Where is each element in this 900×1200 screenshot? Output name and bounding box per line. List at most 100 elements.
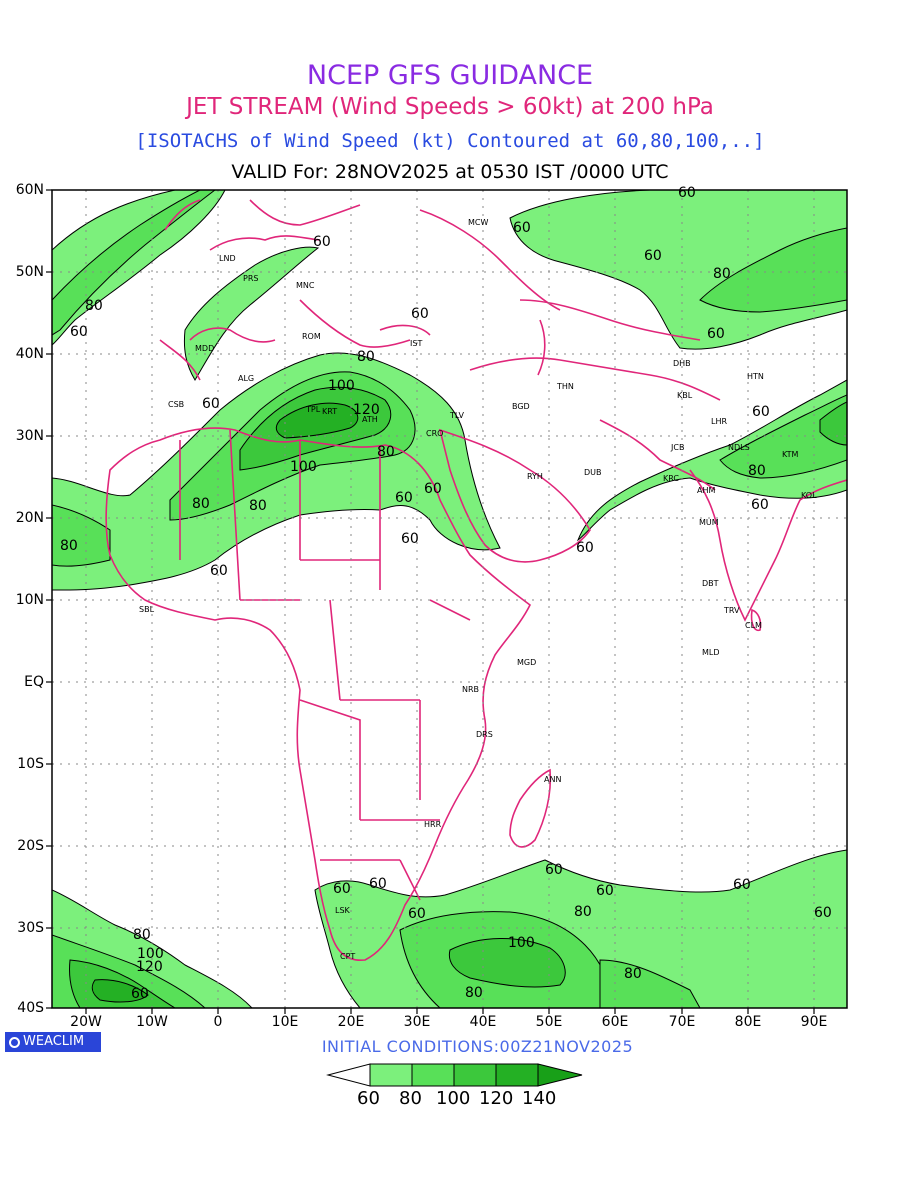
legend-label: 120 (479, 1088, 514, 1109)
station-label: CLM (745, 621, 762, 630)
contour-label: 60 (644, 248, 662, 264)
station-label: THN (556, 382, 574, 391)
station-label: TRV (723, 606, 740, 615)
station-label: RYH (527, 472, 543, 481)
lon-label: 10W (136, 1014, 168, 1030)
initial-conditions: INITIAL CONDITIONS:00Z21NOV2025 (321, 1037, 634, 1056)
station-label: BGD (512, 402, 530, 411)
contour-labels: 60 60 60 80 60 80 60 60 80 100 120 80 60… (60, 185, 832, 1002)
station-label: KBL (677, 391, 693, 400)
contour-label: 120 (136, 959, 163, 975)
station-label: MCW (468, 218, 488, 227)
station-labels: MCW LND PRS MNC ROM MDD IST ALG CSB TPL … (139, 218, 817, 961)
contour-label: 80 (85, 298, 103, 314)
lat-label: 30N (15, 428, 44, 444)
contour-label: 60 (333, 881, 351, 897)
logo-text: WEACLIM (23, 1034, 85, 1049)
station-label: KRT (322, 407, 337, 416)
station-label: LND (219, 254, 236, 263)
isotach-shading (52, 190, 847, 1008)
station-label: ATH (362, 415, 378, 424)
contour-label: 60 (513, 220, 531, 236)
axis-ticks (46, 189, 815, 1014)
legend-label: 60 (357, 1088, 380, 1109)
contour-label: 60 (424, 481, 442, 497)
legend-label: 140 (522, 1088, 557, 1109)
station-label: KTM (782, 450, 799, 459)
contour-label: 60 (751, 497, 769, 513)
lat-label: 10S (17, 756, 44, 772)
lon-label: 90E (800, 1014, 828, 1030)
contour-label: 80 (357, 349, 375, 365)
lon-label: 70E (668, 1014, 696, 1030)
station-label: MLD (702, 648, 720, 657)
contour-label: 120 (353, 402, 380, 418)
logo-circle-icon (9, 1037, 20, 1048)
lon-label: 0 (213, 1014, 223, 1030)
contour-label: 60 (210, 563, 228, 579)
contour-label: 80 (377, 444, 395, 460)
contour-label: 80 (465, 985, 483, 1001)
title-valid-time: VALID For: 28NOV2025 at 0530 IST /0000 U… (231, 161, 669, 183)
station-label: ROM (302, 332, 321, 341)
station-label: DHB (673, 359, 691, 368)
contour-label: 100 (328, 378, 355, 394)
station-label: TLV (449, 411, 464, 420)
contour-label: 80 (249, 498, 267, 514)
isotach-120-fill (91, 402, 359, 1003)
contour-label: 60 (313, 234, 331, 250)
station-label: KOL (801, 491, 817, 500)
station-label: ALG (238, 374, 254, 383)
contour-label: 60 (395, 490, 413, 506)
contour-label: 100 (137, 946, 164, 962)
lon-label: 20E (337, 1014, 365, 1030)
contour-label: 60 (202, 396, 220, 412)
station-label: DRS (476, 730, 493, 739)
station-label: HRR (424, 820, 442, 829)
contour-label: 80 (192, 496, 210, 512)
contour-label: 80 (133, 927, 151, 943)
station-label: CPT (340, 952, 355, 961)
station-label: MDD (195, 344, 214, 353)
contour-label: 60 (70, 324, 88, 340)
weaclim-logo: WEACLIM (5, 1032, 101, 1052)
station-label: DBT (702, 579, 719, 588)
station-label: ANN (544, 775, 561, 784)
station-label: DUB (584, 468, 602, 477)
contour-label: 60 (678, 185, 696, 201)
contour-label: 80 (574, 904, 592, 920)
political-boundaries (105, 199, 847, 961)
lat-label: 40S (17, 1000, 44, 1016)
title-product: JET STREAM (Wind Speeds > 60kt) at 200 h… (186, 94, 714, 120)
contour-label: 60 (411, 306, 429, 322)
station-label: TPL (305, 405, 321, 414)
station-label: LSK (335, 906, 351, 915)
lon-label: 20W (70, 1014, 102, 1030)
station-label: MGD (517, 658, 536, 667)
contour-label: 60 (369, 876, 387, 892)
lat-label: 60N (15, 182, 44, 198)
lon-label: 80E (734, 1014, 762, 1030)
legend-label: 80 (399, 1088, 422, 1109)
station-label: NRB (462, 685, 479, 694)
contour-label: 60 (408, 906, 426, 922)
lon-label: 10E (271, 1014, 299, 1030)
lon-label: 50E (535, 1014, 563, 1030)
lon-label: 60E (601, 1014, 629, 1030)
station-label: KRC (663, 474, 679, 483)
contour-label: 60 (576, 540, 594, 556)
contour-label: 60 (707, 326, 725, 342)
contour-label: 80 (713, 266, 731, 282)
contour-label: 60 (733, 877, 751, 893)
station-label: PRS (243, 274, 258, 283)
contour-label: 60 (752, 404, 770, 420)
map-frame (51, 189, 848, 1009)
lat-label: 20N (15, 510, 44, 526)
station-label: CRO (426, 429, 443, 438)
contour-label: 100 (508, 935, 535, 951)
lat-label: EQ (24, 674, 44, 690)
lon-label: 40E (469, 1014, 497, 1030)
title-model: NCEP GFS GUIDANCE (306, 60, 594, 91)
station-label: JCB (670, 443, 684, 452)
